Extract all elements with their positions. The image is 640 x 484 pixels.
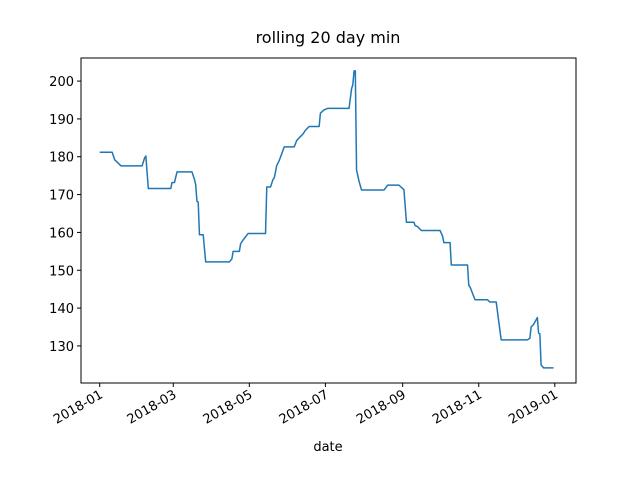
x-tick-label: 2018-01 xyxy=(51,387,106,427)
y-tick-label: 140 xyxy=(49,302,74,317)
y-tick-label: 200 xyxy=(49,75,74,90)
y-tick-label: 190 xyxy=(49,113,74,128)
x-tick-label: 2018-07 xyxy=(277,387,332,427)
y-tick-label: 170 xyxy=(49,189,74,204)
x-tick-label: 2018-11 xyxy=(430,387,485,427)
y-tick-label: 130 xyxy=(49,340,74,355)
x-tick-label: 2019-01 xyxy=(506,387,561,427)
x-axis-label: date xyxy=(313,440,342,455)
line-series xyxy=(99,70,554,369)
chart-title: rolling 20 day min xyxy=(256,28,401,47)
y-tick-label: 150 xyxy=(49,264,74,279)
x-tick-label: 2018-03 xyxy=(125,387,180,427)
plot-frame xyxy=(80,57,577,384)
y-tick-label: 180 xyxy=(49,151,74,166)
x-tick-label: 2018-09 xyxy=(354,387,409,427)
x-tick-label: 2018-05 xyxy=(201,387,256,427)
y-tick-label: 160 xyxy=(49,226,74,241)
